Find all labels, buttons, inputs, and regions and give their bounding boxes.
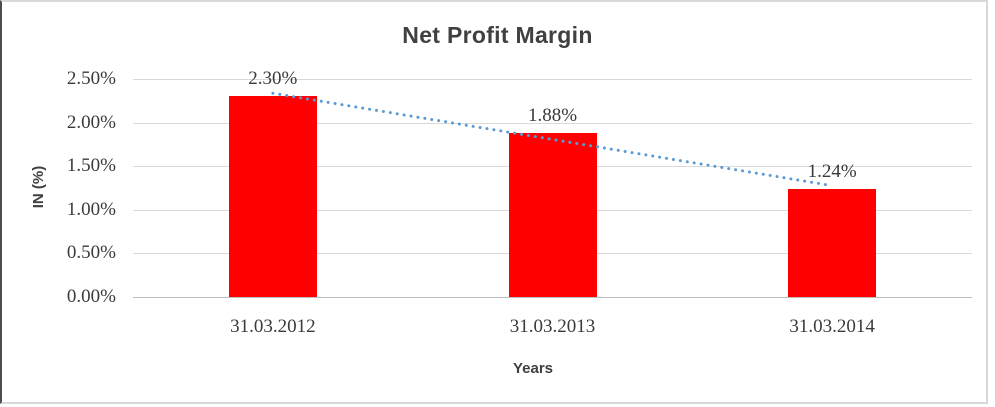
bar-data-label: 1.88% xyxy=(527,105,578,127)
x-category-label: 31.03.2012 xyxy=(230,316,316,337)
x-axis-title: Years xyxy=(512,360,554,377)
y-tick-label: 1.00% xyxy=(66,198,116,220)
x-category-label: 31.03.2013 xyxy=(509,316,596,337)
y-tick-label: 0.00% xyxy=(66,286,116,307)
gridline xyxy=(133,122,972,124)
chart-title: Net Profit Margin xyxy=(402,22,593,48)
y-tick-label: 0.50% xyxy=(66,242,116,264)
y-axis-title: IN (%) xyxy=(30,165,47,209)
bar-data-label: 1.24% xyxy=(807,160,857,182)
bar-31.03.2013 xyxy=(508,133,597,297)
bar-31.03.2012 xyxy=(228,96,317,297)
y-tick-label: 2.00% xyxy=(66,111,116,133)
bar-31.03.2014 xyxy=(788,188,877,297)
gridline xyxy=(133,79,972,80)
bar-data-label: 2.30% xyxy=(248,68,298,90)
y-tick-label: 1.50% xyxy=(66,155,116,177)
x-category-label: 31.03.2014 xyxy=(789,316,875,337)
y-tick-label: 2.50% xyxy=(66,68,116,89)
plot-area: 2.30% 1.88% 1.24% xyxy=(133,68,972,298)
